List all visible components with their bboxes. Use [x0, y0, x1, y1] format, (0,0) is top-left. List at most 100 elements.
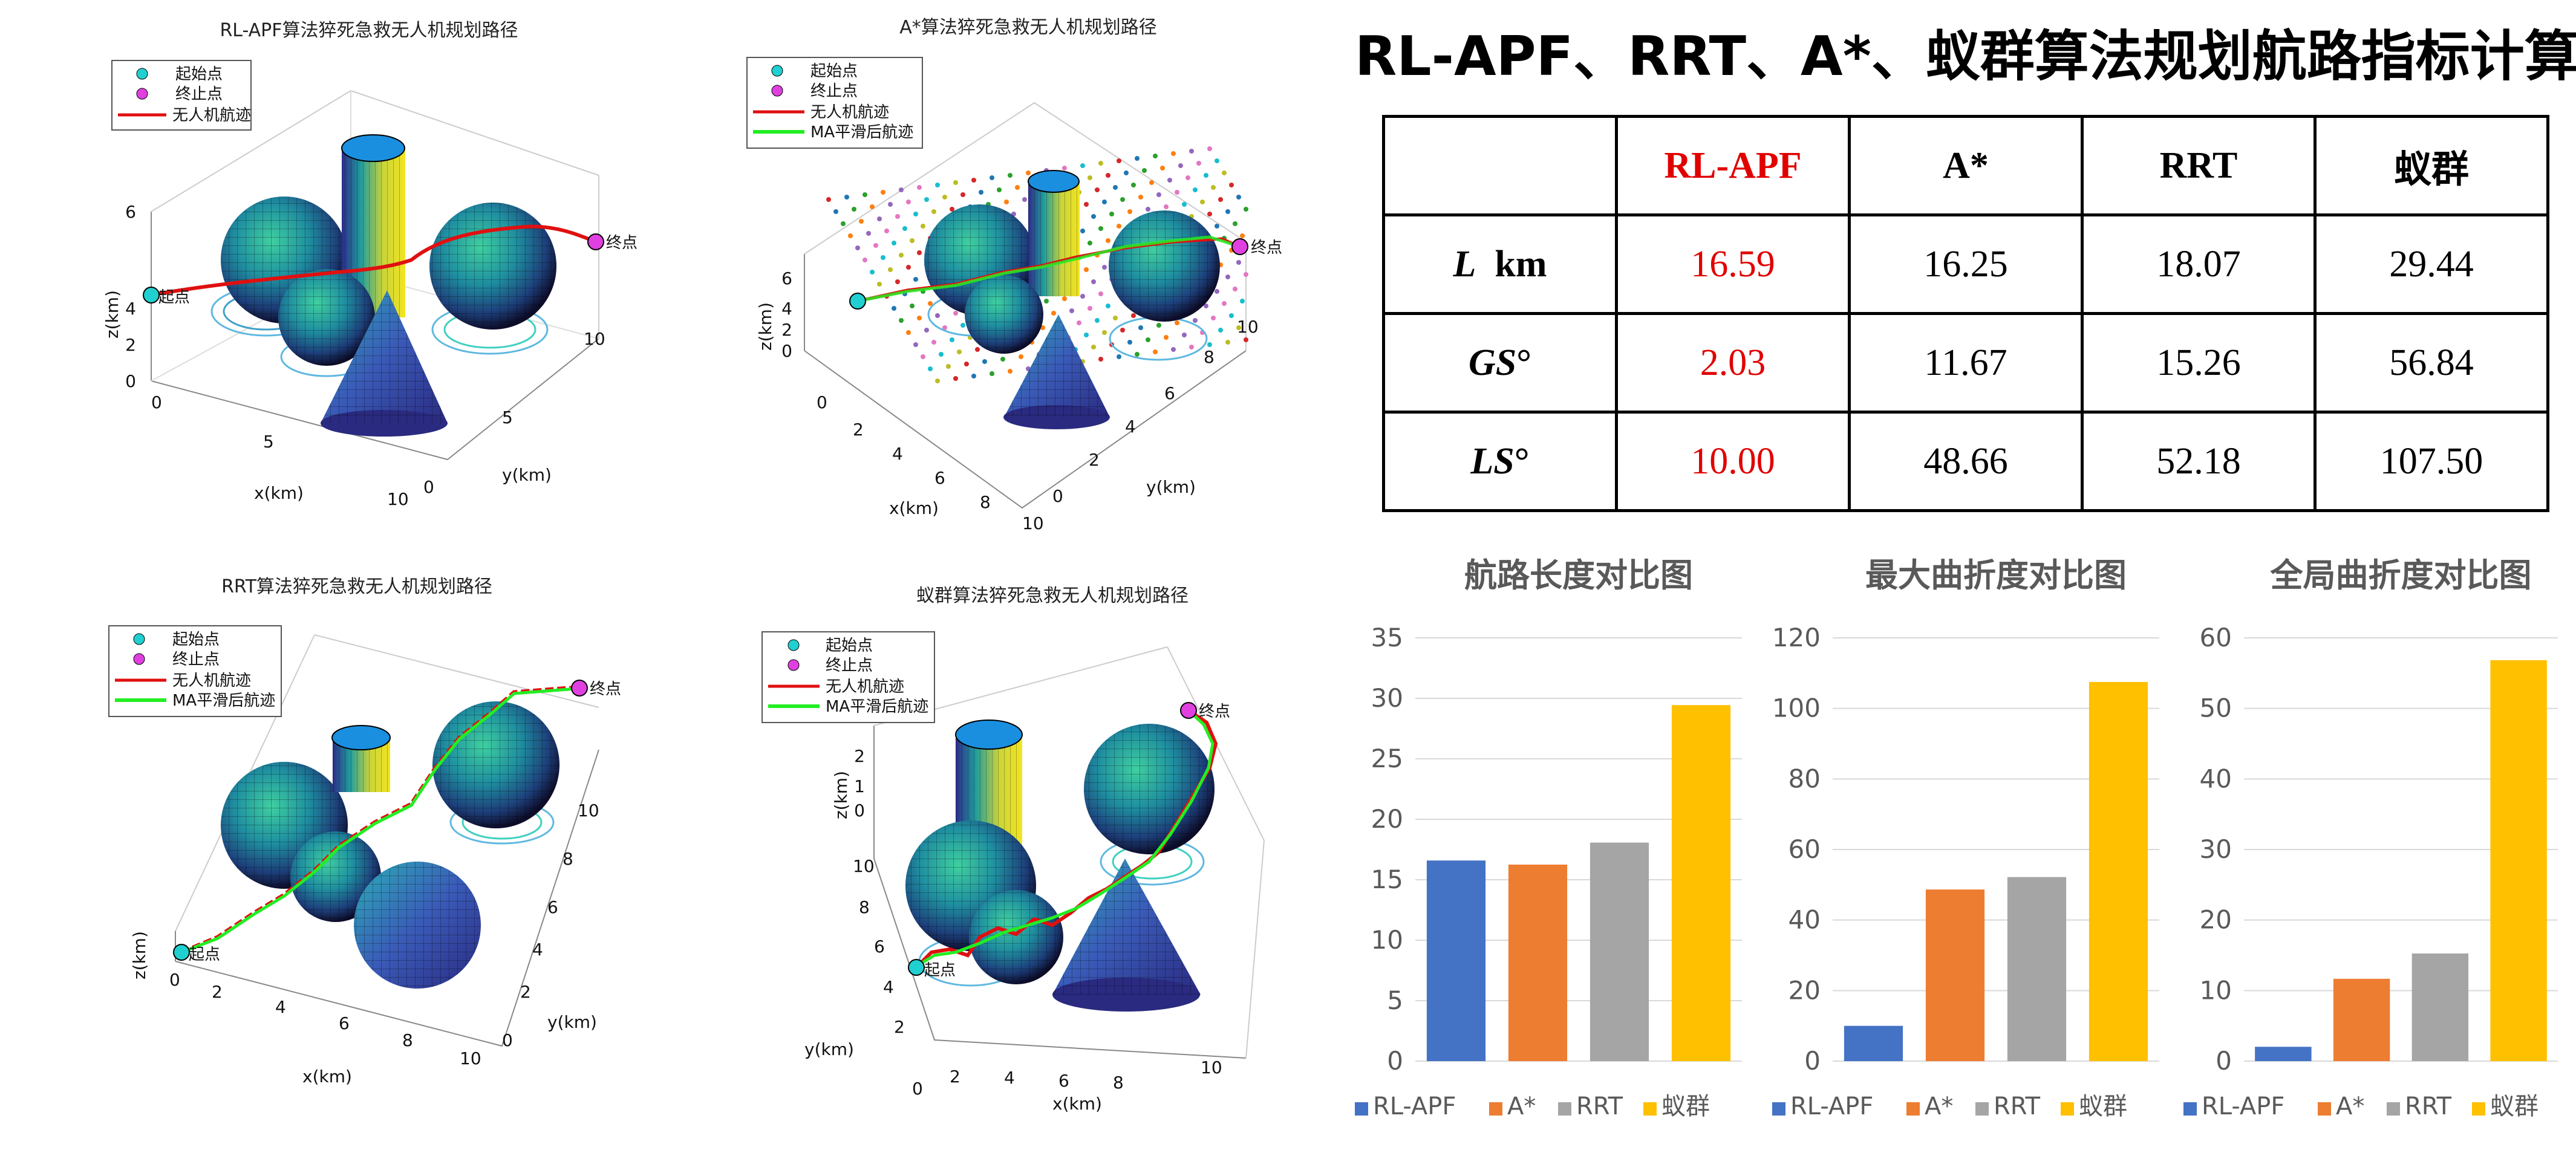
legend-swatch	[1489, 1102, 1502, 1116]
search-node	[1193, 318, 1198, 323]
search-node	[1102, 330, 1107, 335]
svg-text:MA平滑后航迹: MA平滑后航迹	[826, 698, 928, 716]
y-tick-label: 20	[2200, 905, 2232, 935]
table-header-cell: A*	[1848, 115, 2084, 216]
svg-text:2: 2	[781, 320, 792, 340]
legend-label: A*	[2336, 1093, 2364, 1120]
search-node	[1120, 328, 1125, 333]
svg-text:8: 8	[1113, 1073, 1124, 1093]
svg-text:0: 0	[151, 392, 162, 412]
search-node	[1244, 272, 1248, 277]
x-axis-label: x(km)	[302, 1067, 352, 1087]
y-tick-label: 60	[2200, 623, 2232, 652]
search-node	[917, 185, 922, 190]
panel-ant-plot: 蚁群算法猝死急救无人机规划路径	[761, 585, 1265, 1114]
search-node	[1225, 340, 1230, 345]
svg-text:6: 6	[781, 268, 792, 288]
legend-swatch	[2472, 1102, 2485, 1116]
search-node	[862, 192, 867, 197]
search-node	[913, 342, 918, 347]
search-node	[1138, 325, 1143, 330]
search-node	[960, 192, 965, 197]
svg-text:5: 5	[263, 432, 274, 452]
panel-rrt-plot: RRT算法猝死急救无人机规划路径	[108, 576, 621, 1087]
search-node	[866, 231, 871, 236]
y-tick-label: 5	[1387, 986, 1403, 1015]
svg-text:6: 6	[125, 202, 136, 222]
sphere-obstacle	[278, 269, 375, 366]
legend: 起始点 终止点 无人机航迹 MA平滑后航迹	[746, 57, 923, 149]
search-node	[971, 374, 976, 378]
legend-label: RL-APF	[2202, 1093, 2284, 1120]
svg-text:6: 6	[339, 1013, 350, 1033]
search-node	[892, 241, 896, 245]
search-node	[957, 349, 962, 354]
bar	[1590, 842, 1649, 1061]
svg-text:0: 0	[854, 801, 865, 820]
search-node	[935, 313, 940, 318]
search-node	[1175, 190, 1179, 195]
search-node	[862, 258, 867, 262]
search-node	[1146, 207, 1150, 212]
search-node	[1204, 304, 1208, 308]
search-node	[964, 362, 969, 366]
search-node	[1117, 224, 1121, 229]
search-node	[1015, 185, 1020, 190]
search-node	[1240, 233, 1245, 238]
svg-text:终止点: 终止点	[810, 82, 858, 100]
search-node	[1149, 180, 1154, 185]
search-node	[1102, 200, 1107, 204]
end-label: 终点	[606, 234, 637, 252]
bar	[1671, 705, 1731, 1061]
search-node	[826, 197, 831, 202]
search-node	[1153, 154, 1158, 158]
cylinder-obstacle	[1028, 170, 1080, 296]
search-node	[1244, 207, 1248, 212]
search-node	[1175, 320, 1179, 325]
svg-text:2: 2	[212, 982, 223, 1002]
search-node	[1131, 183, 1136, 187]
search-node	[855, 245, 860, 250]
table-cell: 56.84	[2314, 312, 2549, 414]
search-node	[1229, 183, 1234, 187]
y-tick-label: 0	[1387, 1046, 1403, 1076]
svg-text:无人机航迹: 无人机航迹	[810, 103, 889, 122]
search-node	[895, 214, 900, 219]
table-row: GS° 2.03 11.67 15.26 56.84	[1382, 312, 2549, 414]
y-tick-label: 10	[1371, 925, 1403, 955]
panel-title: 蚁群算法猝死急救无人机规划路径	[916, 585, 1189, 606]
cylinder-obstacle	[341, 134, 405, 317]
search-node	[1062, 166, 1067, 171]
search-node	[1211, 185, 1216, 190]
search-node	[1069, 308, 1074, 313]
legend-swatch	[1643, 1102, 1657, 1116]
search-node	[953, 376, 958, 381]
panel-rlapf-plot: RL-APF算法猝死急救无人机规划路径	[102, 20, 637, 509]
search-node	[946, 364, 951, 369]
search-node	[1196, 161, 1201, 166]
search-node	[1117, 354, 1121, 359]
search-node	[1062, 296, 1067, 301]
search-node	[917, 316, 922, 320]
search-node	[931, 340, 936, 345]
svg-text:2: 2	[125, 335, 136, 355]
search-node	[852, 207, 856, 212]
svg-text:起始点: 起始点	[175, 65, 223, 83]
search-node	[1040, 325, 1045, 330]
bar-chart-max-tortuosity: 最大曲折度对比图 0 20 40 60 80 100 120 RL-APF A* RRT 蚁群	[1772, 556, 2159, 1120]
svg-text:终止点: 终止点	[175, 85, 223, 103]
search-node	[1218, 328, 1223, 333]
legend-swatch	[1906, 1102, 1920, 1116]
table-cell: 11.67	[1848, 312, 2084, 414]
search-node	[1117, 158, 1121, 163]
y-tick-label: 35	[1371, 623, 1403, 652]
chart-title: 全局曲折度对比图	[2270, 556, 2532, 594]
search-node	[841, 221, 846, 226]
legend-label: RL-APF	[1373, 1093, 1456, 1120]
svg-text:10: 10	[387, 489, 409, 509]
end-label: 终点	[1251, 239, 1282, 257]
search-node	[1120, 197, 1125, 202]
search-node	[953, 311, 958, 316]
search-node	[953, 180, 958, 185]
sphere-obstacle	[1084, 724, 1215, 854]
